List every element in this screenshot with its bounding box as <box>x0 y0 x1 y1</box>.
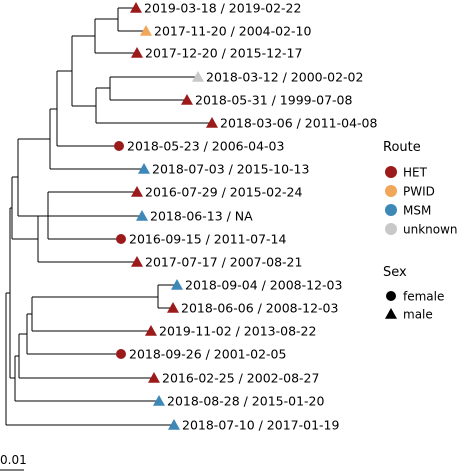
tip-triangle-marker <box>138 163 150 174</box>
legend-sex-label: male <box>403 308 433 322</box>
tree-tip: 2017-11-20 / 2004-02-10 <box>140 24 311 39</box>
tree-tip: 2018-03-12 / 2000-02-02 <box>192 70 363 85</box>
tip-label: 2018-03-12 / 2000-02-02 <box>206 70 363 85</box>
tip-label: 2018-08-28 / 2015-01-20 <box>167 394 324 409</box>
tip-triangle-marker <box>168 419 180 430</box>
legend-route-label: HET <box>403 166 428 180</box>
tree-tip: 2019-11-02 / 2013-08-22 <box>145 324 316 339</box>
tree-tip: 2018-08-28 / 2015-01-20 <box>153 394 324 409</box>
legend-route-swatch <box>385 223 397 235</box>
tip-label: 2017-11-20 / 2004-02-10 <box>154 24 311 39</box>
legend-route-title: Route <box>383 140 421 155</box>
tree-tip: 2018-06-13 / NA <box>136 209 253 224</box>
tree-tip: 2017-12-20 / 2015-12-17 <box>131 46 302 61</box>
tip-triangle-marker <box>167 302 179 313</box>
tree-tip: 2017-07-17 / 2007-08-21 <box>131 255 302 270</box>
tip-label: 2019-11-02 / 2013-08-22 <box>159 324 316 339</box>
tip-label: 2017-07-17 / 2007-08-21 <box>145 255 302 270</box>
tip-triangle-marker <box>171 279 183 290</box>
tip-label: 2018-05-23 / 2006-04-03 <box>127 139 284 154</box>
tree-tip: 2016-07-29 / 2015-02-24 <box>131 185 302 200</box>
tree-tip: 2016-09-15 / 2011-07-14 <box>116 232 286 247</box>
legend-route-label: MSM <box>403 204 431 218</box>
tip-triangle-marker <box>153 395 165 406</box>
tip-label: 2018-05-31 / 1999-07-08 <box>195 93 352 108</box>
legend-sex: Sex female male <box>383 265 444 322</box>
legend-route: Route HET PWID MSM unknown <box>383 140 458 237</box>
tip-circle-marker <box>116 349 126 359</box>
tree-tip: 2018-05-31 / 1999-07-08 <box>181 93 352 108</box>
legend-route-swatch <box>385 166 397 178</box>
tip-label: 2018-09-04 / 2008-12-03 <box>185 278 342 293</box>
scale-bar: 0.01 <box>0 453 27 471</box>
tip-triangle-marker <box>130 2 142 13</box>
tip-label: 2016-09-15 / 2011-07-14 <box>129 232 286 247</box>
tip-label: 2018-06-06 / 2008-12-03 <box>181 301 338 316</box>
tree-tip: 2018-06-06 / 2008-12-03 <box>167 301 338 316</box>
tip-label: 2018-09-26 / 2001-02-05 <box>129 347 286 362</box>
tree-tip: 2018-07-03 / 2015-10-13 <box>138 162 309 177</box>
legend-route-swatch <box>385 204 397 216</box>
tip-triangle-marker <box>131 186 143 197</box>
tree-tip: 2018-05-23 / 2006-04-03 <box>114 139 284 154</box>
tip-triangle-marker <box>181 94 193 105</box>
tip-triangle-marker <box>131 256 143 267</box>
tip-circle-marker <box>116 234 126 244</box>
tip-circle-marker <box>114 141 124 151</box>
scale-bar-label: 0.01 <box>0 453 27 467</box>
tip-triangle-marker <box>136 210 148 221</box>
legend-route-label: PWID <box>403 185 435 199</box>
tip-label: 2018-06-13 / NA <box>150 209 253 224</box>
tip-triangle-marker <box>145 325 157 336</box>
tip-triangle-marker <box>131 47 143 58</box>
legend-sex-label: female <box>403 290 444 304</box>
tip-triangle-marker <box>192 71 204 82</box>
legend-route-label: unknown <box>403 223 458 237</box>
tip-label: 2018-07-10 / 2017-01-19 <box>182 418 339 433</box>
tip-label: 2018-03-06 / 2011-04-08 <box>220 116 377 131</box>
tip-triangle-marker <box>148 372 160 383</box>
tip-triangle-marker <box>140 25 152 36</box>
tree-tip: 2018-09-26 / 2001-02-05 <box>116 347 286 362</box>
legend-route-swatch <box>385 185 397 197</box>
legend-sex-triangle <box>385 308 397 319</box>
legend-sex-title: Sex <box>383 265 407 280</box>
tree-tips: 2019-03-18 / 2019-02-22 2017-11-20 / 2004… <box>114 1 377 433</box>
tree-tip: 2019-03-18 / 2019-02-22 <box>130 1 301 16</box>
tip-label: 2018-07-03 / 2015-10-13 <box>152 162 309 177</box>
tree-tip: 2016-02-25 / 2002-08-27 <box>148 371 319 386</box>
tip-label: 2016-02-25 / 2002-08-27 <box>162 371 319 386</box>
legend-sex-circle <box>386 291 396 301</box>
tree-tip: 2018-03-06 / 2011-04-08 <box>206 116 377 131</box>
tip-triangle-marker <box>206 117 218 128</box>
tip-label: 2016-07-29 / 2015-02-24 <box>145 185 302 200</box>
tree-tip: 2018-09-04 / 2008-12-03 <box>171 278 342 293</box>
tree-tip: 2018-07-10 / 2017-01-19 <box>168 418 339 433</box>
tree-branches <box>5 7 212 426</box>
tip-label: 2017-12-20 / 2015-12-17 <box>145 46 302 61</box>
tip-label: 2019-03-18 / 2019-02-22 <box>144 1 301 16</box>
